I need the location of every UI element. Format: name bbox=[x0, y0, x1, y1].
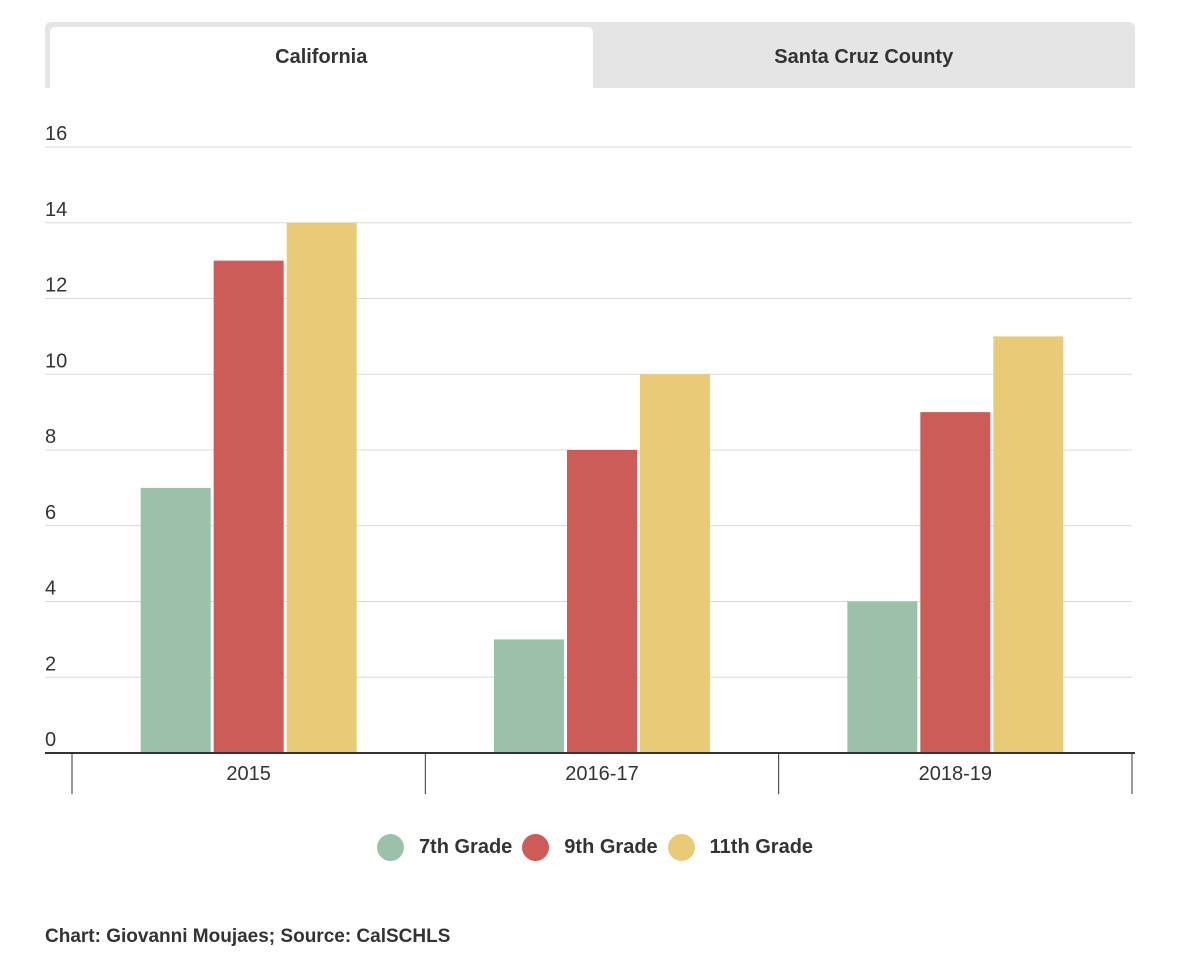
bar-2015-9th-grade bbox=[213, 260, 284, 753]
bar-2018-19-11th-grade bbox=[993, 336, 1064, 753]
legend-item-11th-grade[interactable]: 11th Grade bbox=[667, 834, 814, 861]
x-axis bbox=[45, 752, 1135, 794]
x-tick-label-2015: 2015 bbox=[226, 763, 271, 785]
bar-2016-17-7th-grade bbox=[494, 639, 564, 753]
y-tick-label-8: 8 bbox=[45, 426, 56, 448]
legend-item-7th-grade[interactable]: 7th Grade bbox=[376, 834, 513, 861]
legend-swatch-11th-grade bbox=[667, 834, 695, 861]
y-tick-label-14: 14 bbox=[45, 199, 67, 221]
bar-2015-11th-grade bbox=[286, 222, 357, 753]
y-tick-label-6: 6 bbox=[45, 502, 56, 524]
legend-label: 11th Grade bbox=[709, 836, 814, 858]
y-tick-label-2: 2 bbox=[45, 653, 56, 675]
y-tick-label-0: 0 bbox=[45, 729, 56, 751]
legend-item-9th-grade[interactable]: 9th Grade bbox=[522, 834, 658, 861]
chart-credit: Chart: Giovanni Moujaes; Source: CalSCHL… bbox=[45, 926, 451, 947]
y-tick-label-12: 12 bbox=[45, 275, 67, 297]
bar-2018-19-7th-grade bbox=[847, 601, 918, 753]
tab-california[interactable]: California bbox=[50, 27, 593, 88]
y-tick-label-16: 16 bbox=[45, 123, 67, 145]
x-axis-ticks: 2015 2016-17 2018-19 bbox=[226, 763, 992, 785]
tab-santa-cruz-county[interactable]: Santa Cruz County bbox=[774, 45, 954, 68]
y-axis-ticks: 0 2 4 6 8 10 12 14 16 bbox=[45, 123, 67, 751]
bars bbox=[140, 222, 1064, 753]
legend-label: 7th Grade bbox=[418, 836, 513, 858]
x-tick-label-2018-19: 2018-19 bbox=[919, 763, 992, 785]
legend: 7th Grade 9th Grade 11th Grade bbox=[0, 834, 1200, 861]
legend-label: 9th Grade bbox=[564, 836, 658, 858]
legend-swatch-7th-grade bbox=[376, 834, 404, 861]
bar-2015-7th-grade bbox=[140, 487, 211, 753]
bar-2016-17-9th-grade bbox=[567, 450, 637, 753]
bar-2018-19-9th-grade bbox=[920, 412, 991, 753]
legend-swatch-9th-grade bbox=[522, 834, 550, 861]
x-tick-label-2016-17: 2016-17 bbox=[565, 763, 638, 785]
y-tick-label-10: 10 bbox=[45, 350, 67, 372]
y-tick-label-4: 4 bbox=[45, 578, 56, 600]
bar-2016-17-11th-grade bbox=[640, 374, 710, 753]
region-tabs: California Santa Cruz County bbox=[45, 22, 1135, 88]
